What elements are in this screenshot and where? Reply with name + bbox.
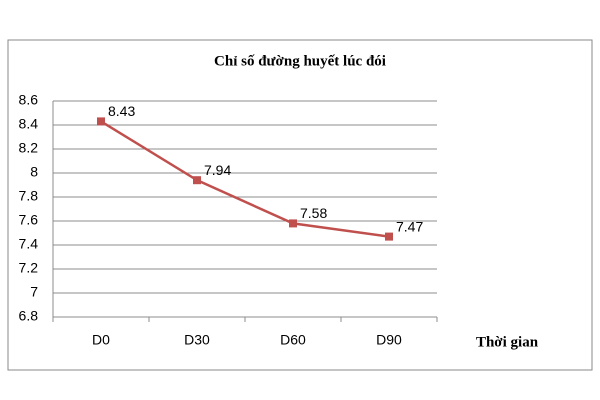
marker (97, 117, 105, 126)
marker (289, 219, 297, 228)
marker (385, 232, 393, 241)
x-tick-label: D30 (184, 332, 210, 348)
series-line (100, 120, 390, 238)
data-label: 7.58 (300, 205, 327, 221)
y-tick-label: 8.6 (19, 92, 39, 108)
y-tick-label: 7 (30, 284, 38, 300)
x-tick-label: D0 (92, 332, 110, 348)
data-label: 7.94 (204, 162, 231, 178)
y-tick-label: 7.8 (19, 188, 39, 204)
chart-title: Chỉ số đường huyết lúc đói (214, 53, 386, 69)
y-tick-label: 8.4 (19, 116, 39, 132)
y-tick-label: 7.6 (19, 212, 39, 228)
chart-border (7, 39, 593, 371)
y-tick-label: 7.2 (19, 260, 39, 276)
data-label: 7.47 (396, 218, 423, 234)
x-tick-label: D60 (280, 332, 306, 348)
y-tick-label: 7.4 (19, 236, 39, 252)
x-axis-label: Thời gian (476, 334, 539, 350)
x-tick-label: D90 (376, 332, 402, 348)
y-tick-label: 8.2 (19, 140, 39, 156)
data-label: 8.43 (108, 103, 135, 119)
marker (193, 176, 201, 185)
y-tick-label: 8 (30, 164, 38, 180)
y-tick-label: 6.8 (19, 308, 39, 324)
